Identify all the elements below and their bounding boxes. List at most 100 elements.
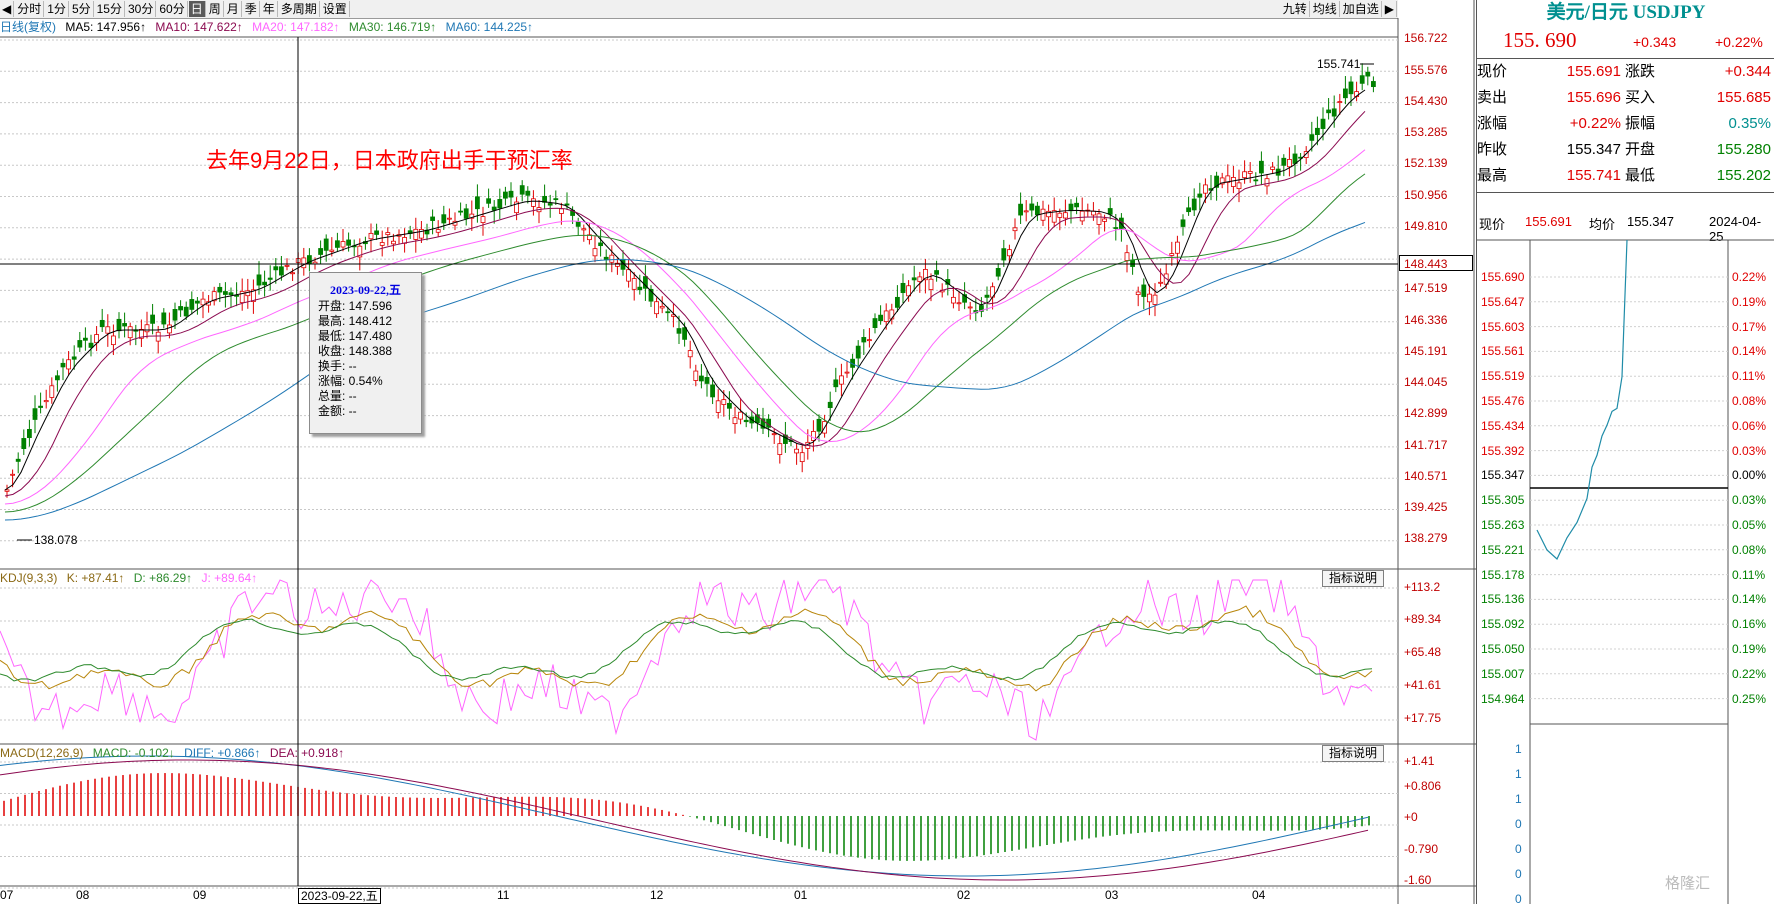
- candle-body: [250, 289, 256, 302]
- candle-body: [721, 399, 727, 405]
- toolbar-right-arrow[interactable]: ▶: [1383, 1, 1397, 17]
- ma5-line: [4, 89, 1366, 491]
- period-tab-5min[interactable]: 5分: [70, 1, 94, 17]
- period-tab-month[interactable]: 月: [225, 1, 242, 17]
- candle-body: [1365, 71, 1371, 77]
- candle-body: [951, 296, 956, 304]
- candle-body: [631, 278, 637, 290]
- price-axis-label: 145.191: [1404, 344, 1448, 358]
- intraday-pct-label: 0.19%: [1732, 294, 1767, 309]
- candle-body: [637, 286, 643, 291]
- ma-line-button[interactable]: 均线: [1311, 1, 1340, 17]
- toolbar-left-arrow[interactable]: ◀: [0, 1, 15, 17]
- candle-body: [1096, 213, 1102, 225]
- price-axis-label: 141.717: [1404, 438, 1448, 452]
- kdj-d-label: D: +86.29↑: [133, 571, 193, 585]
- candle-body: [474, 196, 480, 210]
- kline-chart[interactable]: [0, 0, 1476, 904]
- period-tab-1min[interactable]: 1分: [45, 1, 69, 17]
- candle-body: [267, 277, 273, 280]
- macd-explain-button[interactable]: 指标说明: [1322, 745, 1385, 762]
- candle-body: [1331, 108, 1337, 117]
- candle-body: [934, 270, 939, 275]
- quote-label: 昨收: [1477, 141, 1508, 158]
- candle-body: [553, 198, 559, 201]
- intraday-pct-label: 0.00%: [1732, 468, 1767, 483]
- candle-body: [458, 210, 464, 213]
- price-change-pct: +0.22%: [1715, 34, 1763, 50]
- nine-turn-button[interactable]: 九转: [1281, 1, 1310, 17]
- intraday-volume-label: 0: [1515, 817, 1522, 831]
- candle-body: [435, 229, 441, 233]
- intraday-price-label: 155.690: [1481, 270, 1525, 284]
- intraday-avg-value: 155.347: [1627, 214, 1674, 229]
- period-tab-30min[interactable]: 30分: [126, 1, 157, 17]
- candle-body: [861, 337, 867, 343]
- period-tab-fenshi[interactable]: 分时: [15, 1, 45, 17]
- quote-value: 155.691: [1566, 63, 1621, 80]
- candle-body: [1063, 212, 1068, 219]
- candle-body: [1079, 210, 1085, 222]
- toolbar-right-group: 九转 均线 加自选 ▶: [1281, 0, 1398, 18]
- intervention-annotation: 去年9月22日，日本政府出手干预汇率: [206, 148, 573, 173]
- intraday-price-label: 155.092: [1481, 617, 1525, 632]
- candle-body: [771, 433, 777, 436]
- candle-body: [559, 208, 564, 214]
- candle-body: [26, 428, 32, 439]
- low-marker-label: 138.078: [34, 533, 78, 547]
- period-tab-year[interactable]: 年: [261, 1, 278, 17]
- candle-body: [83, 337, 88, 341]
- candle-body: [1337, 101, 1343, 103]
- candle-body: [1219, 177, 1225, 185]
- date-axis-label: 11: [497, 888, 510, 902]
- candle-body: [10, 473, 16, 476]
- tooltip-high: 最高: 148.412: [318, 314, 393, 328]
- candle-body: [581, 228, 587, 231]
- candle-body: [463, 208, 469, 219]
- candle-body: [1068, 203, 1074, 212]
- period-tab-week[interactable]: 周: [207, 1, 224, 17]
- candle-body: [1147, 293, 1152, 303]
- kdj-legend: KDJ(9,3,3) K: +87.41↑ D: +86.29↑ J: +89.…: [0, 570, 263, 586]
- intraday-now-value: 155.691: [1525, 214, 1572, 229]
- period-tab-multi[interactable]: 多周期: [279, 1, 320, 17]
- candle-body: [682, 327, 687, 340]
- kdj-explain-button[interactable]: 指标说明: [1322, 570, 1385, 587]
- candle-body: [1152, 294, 1158, 305]
- candle-body: [687, 350, 693, 358]
- intraday-pct-label: 0.19%: [1732, 642, 1767, 656]
- price-axis-label: 142.899: [1404, 406, 1448, 420]
- candle-body: [643, 276, 648, 289]
- date-axis-label: 12: [650, 888, 664, 902]
- candle-body: [967, 306, 973, 309]
- candle-body: [1007, 249, 1012, 257]
- crosshair-price-label: 148.443: [1399, 255, 1473, 271]
- quote-value: 155.685: [1716, 89, 1771, 106]
- period-tab-60min[interactable]: 60分: [157, 1, 188, 17]
- period-tab-day[interactable]: 日: [188, 1, 206, 17]
- candle-body: [519, 185, 525, 195]
- ma-legend: 日线(复权) MA5: 147.956↑ MA10: 147.622↑ MA20…: [0, 19, 539, 35]
- quote-value: 155.741: [1566, 167, 1621, 184]
- candle-body: [547, 203, 553, 206]
- candle-body: [222, 291, 228, 295]
- add-watchlist-button[interactable]: 加自选: [1341, 1, 1382, 17]
- intraday-price-label: 155.476: [1481, 394, 1525, 408]
- period-tab-15min[interactable]: 15分: [95, 1, 125, 17]
- settings-button[interactable]: 设置: [321, 1, 350, 17]
- candle-body: [385, 232, 391, 236]
- candle-body: [1371, 81, 1376, 88]
- intraday-pct-label: 0.08%: [1732, 394, 1767, 408]
- candle-body: [1035, 205, 1040, 216]
- candle-body: [1203, 184, 1208, 194]
- ma60-line: [4, 221, 1366, 521]
- kdj-axis-label: +41.61: [1404, 678, 1442, 692]
- candle-body: [816, 418, 822, 432]
- intraday-chart[interactable]: [1477, 0, 1774, 904]
- intraday-volume-label: 1: [1515, 742, 1522, 756]
- candle-body: [1135, 291, 1141, 296]
- candle-body: [665, 311, 671, 314]
- quote-label: 最低: [1625, 167, 1656, 184]
- candle-body: [626, 269, 631, 282]
- period-tab-quarter[interactable]: 季: [243, 1, 260, 17]
